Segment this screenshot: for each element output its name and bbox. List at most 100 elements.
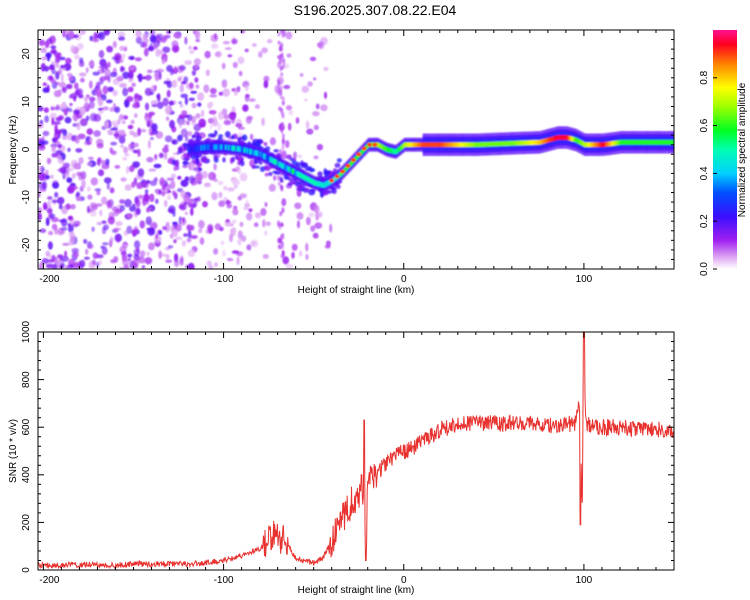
ridge-segment xyxy=(599,142,602,148)
noise-blob xyxy=(307,81,313,87)
noise-blob xyxy=(218,134,224,138)
noise-blob xyxy=(189,49,195,55)
noise-blob xyxy=(244,48,249,53)
ridge-segment xyxy=(246,148,249,154)
noise-blob xyxy=(181,240,187,247)
noise-blob xyxy=(190,235,198,239)
noise-blob xyxy=(277,41,281,46)
noise-blob xyxy=(241,235,247,242)
noise-blob xyxy=(149,206,153,211)
noise-blob xyxy=(144,189,149,194)
ridge-segment xyxy=(532,140,535,145)
ridge-segment xyxy=(670,139,673,145)
ridge-segment xyxy=(560,135,564,140)
noise-blob xyxy=(45,175,50,180)
ridge-segment xyxy=(666,139,669,145)
noise-blob xyxy=(141,265,146,269)
noise-blob xyxy=(147,227,156,236)
noise-blob xyxy=(88,100,95,109)
noise-blob xyxy=(237,56,245,65)
ridge-segment xyxy=(190,146,193,152)
noise-blob xyxy=(277,175,281,181)
ridge-segment xyxy=(462,142,465,148)
noise-blob xyxy=(136,182,143,190)
noise-blob xyxy=(281,133,285,139)
noise-blob xyxy=(261,47,268,54)
noise-blob xyxy=(240,160,245,167)
y-tick-label: 200 xyxy=(21,514,32,531)
noise-blob xyxy=(106,99,113,104)
colorbar-ticks: 0.0 0.2 0.4 0.6 0.8 xyxy=(699,70,717,276)
noise-blob xyxy=(222,249,226,257)
noise-blob xyxy=(54,129,62,135)
ridge-segment xyxy=(225,144,228,150)
ridge-segment xyxy=(667,139,670,145)
ridge-segment xyxy=(281,163,284,169)
noise-blob xyxy=(213,248,219,255)
ridge-segment xyxy=(272,158,275,164)
noise-blob xyxy=(103,30,111,36)
noise-blob xyxy=(68,77,74,81)
noise-blob xyxy=(249,133,254,141)
noise-blob xyxy=(263,75,270,83)
noise-blob xyxy=(205,69,210,77)
ridge-segment xyxy=(543,138,546,144)
noise-blob xyxy=(324,170,331,174)
noise-blob xyxy=(145,216,152,226)
noise-blob xyxy=(193,58,201,66)
y-tick-label: 0 xyxy=(21,567,32,573)
noise-blob xyxy=(288,181,296,185)
noise-blob xyxy=(140,259,146,264)
noise-blob xyxy=(282,256,290,265)
noise-blob xyxy=(42,202,48,211)
noise-blob xyxy=(61,87,67,92)
ridge-segment xyxy=(395,149,398,154)
noise-blob xyxy=(254,212,262,219)
spectrogram-content xyxy=(38,30,674,269)
noise-blob xyxy=(109,236,114,244)
ridge-segment xyxy=(301,174,304,179)
noise-blob xyxy=(145,180,151,184)
ridge-segment xyxy=(379,143,382,149)
ridge-segment xyxy=(434,142,437,148)
noise-blob xyxy=(182,164,188,168)
noise-blob xyxy=(95,35,102,39)
noise-blob xyxy=(183,194,190,203)
noise-blob xyxy=(40,56,48,61)
noise-blob xyxy=(294,202,302,210)
ridge-segment xyxy=(294,170,297,175)
noise-blob xyxy=(45,217,50,227)
noise-blob xyxy=(273,149,279,153)
ridge-segment xyxy=(520,140,523,146)
noise-blob xyxy=(156,93,161,100)
ridge-segment xyxy=(507,141,510,146)
noise-blob xyxy=(158,250,162,260)
spectrogram-frame xyxy=(37,29,675,270)
noise-blob xyxy=(90,177,99,186)
noise-blob xyxy=(153,163,162,169)
y-tick-label: 0 xyxy=(21,146,32,152)
noise-blob xyxy=(306,216,311,226)
noise-blob xyxy=(146,69,153,74)
ridge-segment xyxy=(607,141,610,147)
noise-blob xyxy=(44,40,50,49)
noise-blob xyxy=(78,94,84,99)
ridge-segment xyxy=(562,135,565,140)
ridge-segment xyxy=(579,140,582,145)
noise-blob xyxy=(38,137,42,142)
noise-blob xyxy=(264,172,269,177)
ridge-segment xyxy=(310,178,313,184)
spectrogram-ylabel: Frequency (Hz) xyxy=(8,116,19,185)
noise-blob xyxy=(48,230,54,236)
ridge-segment xyxy=(516,140,519,146)
noise-blob xyxy=(166,30,172,34)
noise-blob xyxy=(208,171,217,181)
noise-blob xyxy=(146,156,154,163)
noise-blob xyxy=(173,239,177,244)
colorbar-tick-label: 0.0 xyxy=(699,262,710,276)
noise-blob xyxy=(147,119,151,128)
ridge-segment xyxy=(282,164,285,169)
ridge-segment xyxy=(454,142,457,148)
noise-blob xyxy=(110,259,117,264)
noise-blob xyxy=(73,162,78,170)
